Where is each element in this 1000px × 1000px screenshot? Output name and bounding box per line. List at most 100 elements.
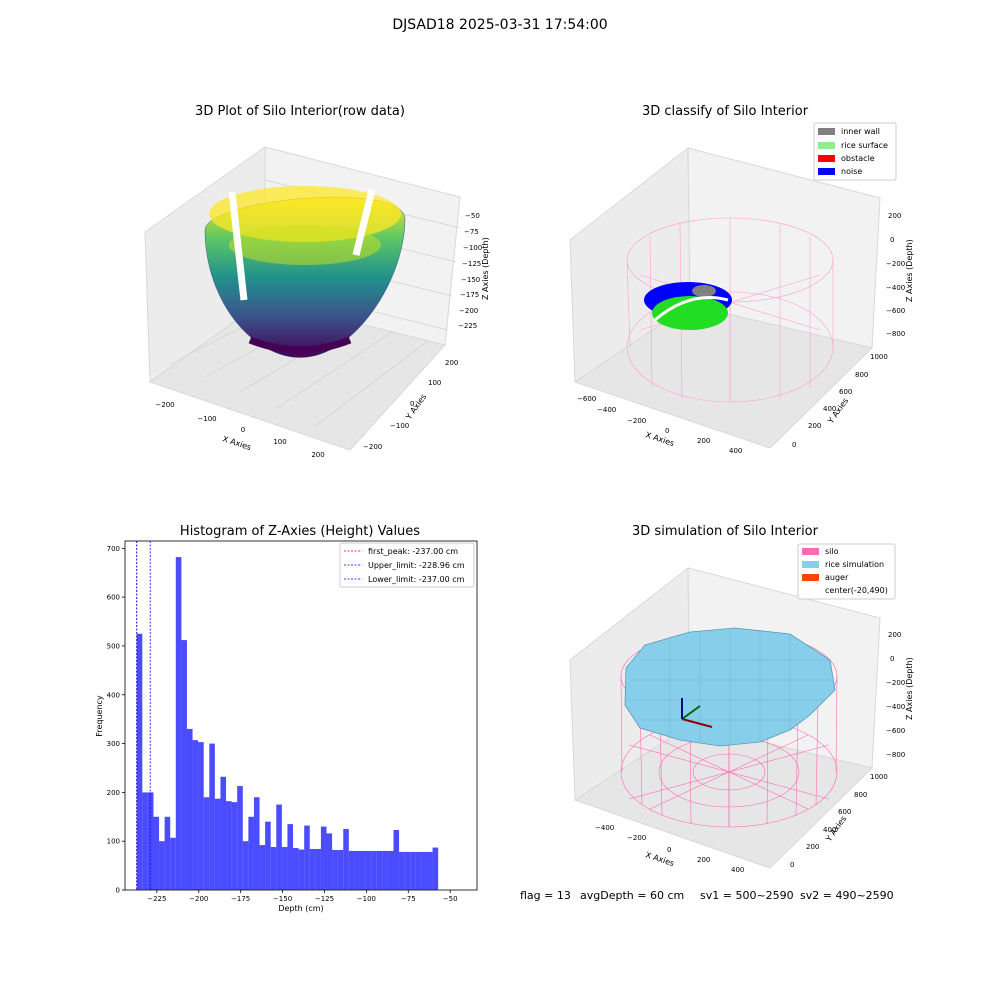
histogram-bar: [175, 557, 182, 890]
histogram-vlines: [136, 541, 151, 890]
footer-avg-depth: avgDepth = 60 cm: [580, 889, 685, 902]
legend-silo: silo: [825, 547, 839, 556]
histogram-xtick-label: −175: [231, 895, 250, 903]
panel1-bowl-bottom: [248, 336, 352, 354]
p1-zlabel: Z Axies (Depth): [481, 237, 490, 300]
histogram-bar: [365, 850, 372, 890]
histogram-ytick-label: 200: [107, 789, 120, 797]
panel4-floor-pane: [573, 724, 873, 869]
histogram-bar: [220, 776, 227, 890]
footer-sv1: sv1 = 500~2590: [700, 889, 794, 902]
p2-ytick: 800: [855, 371, 868, 379]
panel2-ticks: −600 −400 −200 0 200 400 0 200 400 600 8…: [577, 212, 905, 455]
histogram-bar: [371, 850, 377, 890]
histogram-bar: [281, 847, 288, 890]
p4-ytick: 800: [854, 791, 867, 799]
histogram-bar: [421, 851, 427, 890]
panel1-gap-right: [352, 189, 376, 256]
legend-auger: auger: [825, 573, 849, 582]
p4-ytick: 600: [838, 808, 851, 816]
p4-ytick: 1000: [870, 773, 888, 781]
histogram-bar: [276, 804, 282, 890]
histogram-bar: [387, 850, 394, 890]
histogram-bar: [231, 802, 238, 890]
histogram-bar: [159, 841, 165, 890]
histogram-bar: [153, 816, 160, 890]
p2-ztick: 200: [888, 212, 901, 220]
p4-xtick: −200: [627, 834, 646, 842]
p4-ztick: −200: [886, 679, 905, 687]
legend-silo-swatch: [802, 548, 819, 555]
histogram-bar: [332, 849, 338, 890]
legend-rice-surface: rice surface: [841, 141, 888, 150]
p2-xtick: 0: [665, 427, 669, 435]
p2-xtick: −400: [597, 406, 616, 414]
panel4-title: 3D simulation of Silo Interior: [632, 524, 818, 539]
histogram-bar: [399, 851, 405, 890]
p1-ztick: −225: [458, 322, 477, 330]
legend-upper-limit: Upper_limit: -228.96 cm: [368, 561, 465, 570]
legend-rice-simulation: rice simulation: [825, 560, 884, 569]
p1-ytick: −200: [363, 443, 382, 451]
p1-xtick: 200: [311, 451, 324, 459]
p2-xtick: −600: [577, 395, 596, 403]
panel2-gap: [654, 296, 729, 322]
legend-center: center(-20,490): [825, 586, 888, 595]
histogram-bar: [287, 824, 294, 890]
histogram-xtick-label: −75: [401, 895, 416, 903]
panel4-legend-items: silo rice simulation auger center(-20,49…: [802, 547, 888, 595]
p2-xtick: −200: [627, 417, 646, 425]
legend-rice-surface-swatch: [818, 142, 835, 149]
histogram-bar: [253, 797, 260, 890]
panel2-rice-surface-points: [652, 296, 728, 330]
p2-ztick: −600: [886, 307, 905, 315]
histogram-xtick-label: −125: [315, 895, 334, 903]
p1-ytick: 0: [410, 400, 414, 408]
p2-ztick: −200: [886, 260, 905, 268]
histogram-bar: [136, 633, 143, 890]
legend-rice-simulation-swatch: [802, 561, 819, 568]
panel2-legend-items: inner wall rice surface obstacle noise: [818, 127, 888, 176]
histogram-bar: [393, 829, 400, 890]
p1-xtick: 100: [273, 438, 286, 446]
p1-ztick: −200: [459, 307, 478, 315]
p4-ztick: −800: [886, 751, 905, 759]
histogram-xticks: −225 −200 −175 −150 −125 −100 −75 −50: [147, 890, 458, 903]
panel1-bowl-rim: [209, 186, 401, 242]
panel4-y-arrow: [681, 705, 701, 720]
histogram-ytick-label: 0: [116, 887, 120, 895]
histogram-bar: [304, 825, 310, 890]
p2-xtick: 400: [729, 447, 742, 455]
histogram-ytick-label: 100: [107, 838, 120, 846]
p1-ztick: −125: [462, 260, 481, 268]
histogram-ytick-label: 300: [107, 740, 120, 748]
p2-zlabel: Z Axies (Depth): [905, 239, 914, 302]
footer-sv2: sv2 = 490~2590: [800, 889, 894, 902]
legend-inner-wall-swatch: [818, 128, 835, 135]
histogram-bar: [192, 740, 199, 890]
panel2-legend: [813, 122, 897, 181]
p4-xtick: 400: [731, 866, 744, 874]
p4-ytick: 200: [806, 843, 819, 851]
histogram-bar: [186, 728, 193, 890]
p1-ztick: −50: [465, 212, 480, 220]
histogram-bar: [426, 851, 433, 890]
p2-ztick: −800: [886, 330, 905, 338]
p4-ztick: −400: [886, 703, 905, 711]
histogram-bar: [382, 850, 388, 890]
p2-ytick: 200: [808, 422, 821, 430]
histogram-bar: [410, 851, 416, 890]
legend-lower-limit: Lower_limit: -237.00 cm: [368, 575, 465, 584]
panel1-bowl-inner: [229, 225, 381, 265]
histogram-bar: [259, 845, 266, 890]
histogram-bar: [293, 848, 299, 890]
histogram-bar: [415, 851, 422, 890]
figure-title: DJSAD18 2025-03-31 17:54:00: [392, 17, 608, 33]
p2-ztick: 0: [890, 236, 894, 244]
panel1-title: 3D Plot of Silo Interior(row data): [195, 104, 405, 119]
panel1-ticks: −200 −100 0 100 200 −200 −100 0 100 200 …: [155, 212, 482, 459]
histogram-bar: [348, 850, 355, 890]
histogram-bar: [298, 849, 305, 890]
histogram-bar: [164, 816, 171, 890]
